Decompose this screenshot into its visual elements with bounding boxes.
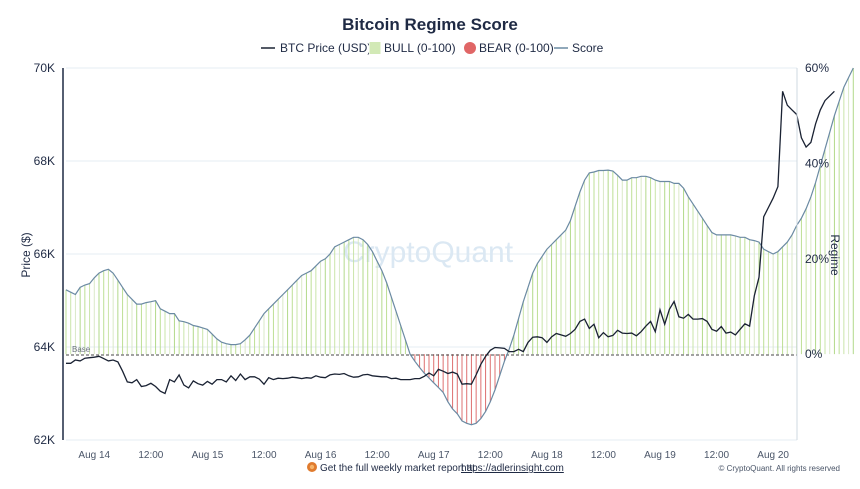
y-tick-label-right: 60% — [805, 61, 829, 75]
legend-label-bear: BEAR (0-100) — [479, 41, 554, 55]
legend-label-score: Score — [572, 41, 604, 55]
footer-text: Get the full weekly market report at — [320, 463, 475, 474]
y-tick-label-left: 64K — [34, 340, 55, 354]
gridlines — [66, 67, 797, 441]
x-tick-label: 12:00 — [591, 450, 616, 461]
chart-title: Bitcoin Regime Score — [342, 15, 518, 34]
report-icon — [307, 462, 317, 472]
y-tick-label-left: 66K — [34, 247, 55, 261]
x-ticks: Aug 14 12:00 Aug 15 12:00 Aug 16 12:00 Aug 17 1… — [78, 450, 789, 461]
legend-label-bull: BULL (0-100) — [384, 41, 456, 55]
x-tick-label: 12:00 — [251, 450, 276, 461]
right-y-ticks: 0% 20% 40% 60% — [805, 61, 829, 361]
legend-item-bear[interactable]: BEAR (0-100) — [464, 41, 554, 55]
legend-item-btc-price[interactable]: BTC Price (USD) — [261, 41, 371, 55]
legend-label-btc-price: BTC Price (USD) — [280, 41, 371, 55]
base-label: Base — [72, 345, 91, 354]
y-tick-label-left: 62K — [34, 433, 55, 447]
score-line — [65, 67, 854, 426]
x-tick-label: 12:00 — [478, 450, 503, 461]
x-tick-label: Aug 18 — [531, 450, 563, 461]
legend-item-score[interactable]: Score — [554, 41, 604, 55]
y-tick-label-right: 20% — [805, 252, 829, 266]
x-tick-label: Aug 20 — [757, 450, 789, 461]
legend-item-bull[interactable]: BULL (0-100) — [369, 41, 456, 55]
y-axis-label-right: Regime — [828, 234, 842, 276]
x-tick-label: Aug 19 — [644, 450, 676, 461]
x-tick-label: Aug 17 — [418, 450, 450, 461]
x-tick-label: 12:00 — [704, 450, 729, 461]
footer: Get the full weekly market report at htt… — [307, 462, 840, 474]
footer-link[interactable]: https://adlerinsight.com — [461, 463, 564, 474]
watermark: CryptoQuant — [343, 236, 514, 269]
bull-swatch-icon — [369, 42, 381, 54]
y-tick-label-left: 68K — [34, 154, 55, 168]
y-tick-label-right: 40% — [805, 156, 829, 170]
y-tick-label-left: 70K — [34, 61, 55, 75]
x-tick-label: Aug 14 — [78, 450, 110, 461]
copyright-text: © CryptoQuant. All rights reserved — [719, 464, 841, 473]
x-tick-label: 12:00 — [138, 450, 163, 461]
x-tick-label: Aug 15 — [192, 450, 224, 461]
y-axis-label-left: Price ($) — [19, 232, 33, 277]
x-tick-label: 12:00 — [365, 450, 390, 461]
legend: BTC Price (USD) BULL (0-100) BEAR (0-100… — [261, 41, 604, 55]
y-tick-label-right: 0% — [805, 347, 823, 361]
x-tick-label: Aug 16 — [305, 450, 337, 461]
left-y-ticks: 62K 64K 66K 68K 70K — [34, 61, 55, 447]
btc-price-line — [66, 90, 835, 395]
regime-bars — [65, 68, 854, 425]
bear-swatch-icon — [464, 42, 476, 54]
